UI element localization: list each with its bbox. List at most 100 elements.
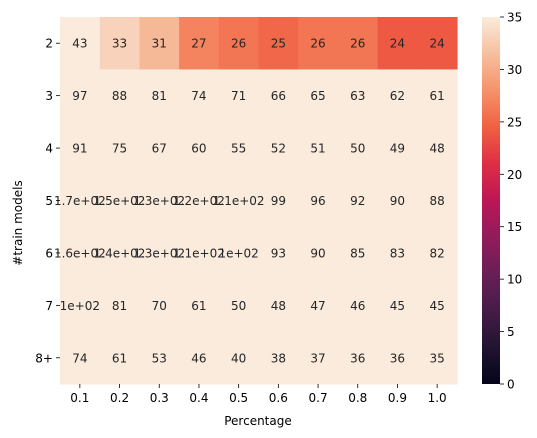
- cell-annotation: 67: [152, 142, 167, 156]
- x-tick-label: 0.1: [70, 391, 89, 405]
- cell-annotation: 97: [72, 89, 87, 103]
- heatmap-cell: [139, 226, 180, 280]
- cell-annotation: 1.1e+02: [173, 246, 225, 260]
- colorbar: 0 5 10 15 20 25 30 35: [482, 11, 522, 392]
- cell-annotation: 53: [152, 351, 167, 365]
- colorbar-tick-label: 10: [507, 273, 522, 287]
- cell-annotation: 37: [310, 351, 325, 365]
- heatmap-cell: [417, 331, 458, 385]
- cell-annotation: 74: [191, 89, 206, 103]
- cell-annotation: 48: [271, 299, 286, 313]
- heatmap-cell: [377, 17, 418, 71]
- cell-annotation: 93: [271, 246, 286, 260]
- heatmap-cell: [99, 226, 140, 280]
- y-tick-label: 8+: [35, 351, 53, 365]
- cell-annotation: 62: [390, 89, 405, 103]
- heatmap-cell: [60, 174, 101, 228]
- cell-annotation: 50: [231, 299, 246, 313]
- heatmap-cell: [417, 121, 458, 175]
- colorbar-tick-label: 30: [507, 63, 522, 77]
- heatmap-cell: [179, 331, 220, 385]
- heatmap-cell: [417, 69, 458, 123]
- heatmap-cell: [258, 279, 299, 333]
- cell-annotation: 55: [231, 142, 246, 156]
- x-tick-label: 0.4: [189, 391, 208, 405]
- y-tick-label: 5: [45, 194, 53, 208]
- heatmap-cell: [377, 331, 418, 385]
- cell-annotation: 1.6e+02: [54, 246, 106, 260]
- cell-annotation: 1.7e+02: [54, 194, 106, 208]
- cell-annotation: 74: [72, 351, 87, 365]
- cell-annotation: 66: [271, 89, 286, 103]
- cell-annotation: 70: [152, 299, 167, 313]
- heatmap-cell: [377, 174, 418, 228]
- cell-annotation: 48: [430, 142, 445, 156]
- cell-annotation: 71: [231, 89, 246, 103]
- cell-annotation: 90: [310, 246, 325, 260]
- heatmap-cell: [60, 69, 101, 123]
- cell-annotation: 85: [350, 246, 365, 260]
- y-tick-label: 6: [45, 246, 53, 260]
- heatmap-cell: [298, 226, 339, 280]
- cell-annotation: 26: [310, 37, 325, 51]
- heatmap-cell: [139, 17, 180, 71]
- cell-annotation: 47: [310, 299, 325, 313]
- heatmap-cell: [258, 17, 299, 71]
- cell-annotation: 61: [191, 299, 206, 313]
- heatmap-cell: [258, 174, 299, 228]
- cell-annotation: 88: [112, 89, 127, 103]
- heatmap-cell: [179, 279, 220, 333]
- cell-annotation: 51: [310, 142, 325, 156]
- cell-annotation: 1.4e+02: [94, 246, 146, 260]
- cell-annotation: 88: [430, 194, 445, 208]
- colorbar-tick-label: 35: [507, 11, 522, 25]
- y-axis-label: #train models: [11, 180, 25, 265]
- cell-annotation: 96: [310, 194, 325, 208]
- cell-annotation: 25: [271, 37, 286, 51]
- cell-annotation: 65: [310, 89, 325, 103]
- heatmap-cell: [337, 279, 379, 333]
- cell-annotation: 38: [271, 351, 286, 365]
- cell-annotation: 35: [430, 351, 445, 365]
- x-tick-label: 0.5: [229, 391, 248, 405]
- heatmap-cell: [99, 279, 140, 333]
- heatmap-cell: [99, 17, 140, 71]
- x-tick-label: 1.0: [428, 391, 447, 405]
- heatmap-cell: [298, 174, 339, 228]
- cell-annotation: 1e+02: [60, 299, 100, 313]
- colorbar-tick-label: 0: [507, 378, 515, 392]
- cell-annotation: 40: [231, 351, 246, 365]
- heatmap-cell: [179, 17, 220, 71]
- heatmap-cell: [377, 69, 418, 123]
- y-tick-label: 3: [45, 89, 53, 103]
- x-tick-label: 0.8: [348, 391, 367, 405]
- cell-annotation: 46: [191, 351, 206, 365]
- heatmap-cell: [337, 331, 379, 385]
- cell-annotation: 31: [152, 37, 167, 51]
- cell-annotation: 26: [350, 37, 365, 51]
- cell-annotation: 1e+02: [218, 246, 258, 260]
- cell-annotation: 49: [390, 142, 405, 156]
- cell-annotation: 24: [390, 37, 405, 51]
- cell-annotation: 27: [191, 37, 206, 51]
- heatmap-cell: [298, 69, 339, 123]
- heatmap-cell: [218, 69, 260, 123]
- x-axis-label: Percentage: [224, 414, 292, 428]
- heatmap-cell: [377, 226, 418, 280]
- x-axis: 0.1 0.2 0.3 0.4 0.5 0.6 0.7 0.8 0.9 1.0: [70, 384, 447, 405]
- colorbar-gradient: [482, 17, 500, 384]
- heatmap-cell: [298, 279, 339, 333]
- heatmap-cell: [218, 121, 260, 175]
- heatmap-cell: [337, 17, 379, 71]
- cell-annotation: 45: [390, 299, 405, 313]
- x-tick-label: 0.2: [110, 391, 129, 405]
- cell-annotation: 26: [231, 37, 246, 51]
- heatmap-cells: [60, 17, 458, 385]
- cell-annotation: 81: [152, 89, 167, 103]
- heatmap-cell: [139, 174, 180, 228]
- cell-annotation: 63: [350, 89, 365, 103]
- heatmap-cell: [139, 331, 180, 385]
- cell-annotations: 43 33 31 27 26 25 26 26 24 24 97 88 81 74 71 66 65 63 62 61…: [54, 37, 445, 366]
- heatmap-cell: [179, 226, 220, 280]
- heatmap-cell: [60, 331, 101, 385]
